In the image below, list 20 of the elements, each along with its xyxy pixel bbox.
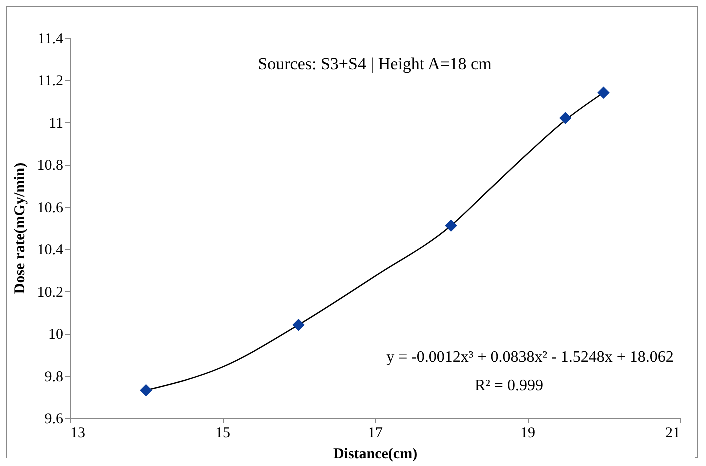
x-tick-label: 15 [216,426,230,442]
y-tick-label: 10.6 [37,200,64,216]
annotation: y = -0.0012x³ + 0.0838x² - 1.5248x + 18.062 [386,349,674,366]
x-tick-label: 17 [368,426,384,442]
y-tick-label: 10 [48,327,64,344]
annotation: R² = 0.999 [474,378,544,395]
y-tick-label: 9.8 [44,369,64,386]
x-tick-label: 13 [70,426,86,442]
x-axis-title: Distance(cm) [333,446,418,462]
y-tick-label: 10.8 [37,158,64,174]
annotation: Sources: S3+S4 | Height A=18 cm [258,54,492,74]
y-axis-title: Dose rate(mGy/min) [12,162,28,294]
y-tick-label: 11 [49,116,64,132]
y-tick-label: 10.2 [37,284,64,301]
y-tick-label: 10.4 [37,242,64,259]
y-tick-label: 11.4 [38,32,64,48]
x-tick-label: 19 [520,426,536,442]
y-tick-label: 9.6 [44,412,64,428]
x-tick-label: 21 [666,426,680,442]
y-tick-label: 11.2 [38,74,64,90]
